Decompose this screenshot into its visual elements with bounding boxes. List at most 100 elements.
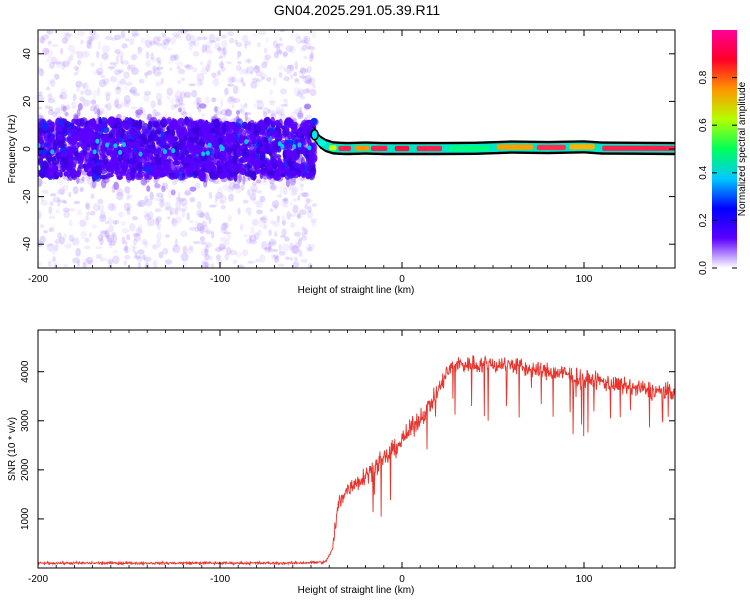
- noise-speckle: [292, 245, 300, 255]
- y-tick-label: 20: [22, 95, 33, 107]
- noise-speckle: [275, 43, 280, 49]
- noise-speckle: [212, 180, 221, 185]
- noise-band-blob: [105, 173, 114, 178]
- noise-speckle: [234, 251, 243, 258]
- snr-series: [38, 354, 675, 567]
- noise-speckle: [161, 182, 169, 191]
- noise-speckle: [269, 208, 274, 213]
- noise-speckle: [161, 32, 167, 38]
- noise-band-blob: [134, 121, 143, 129]
- noise-speckle: [42, 230, 49, 234]
- noise-speckle: [131, 32, 140, 37]
- noise-speckle: [144, 198, 153, 207]
- noise-speckle: [241, 81, 246, 87]
- y-tick-label: 40: [22, 48, 33, 60]
- noise-speckle: [216, 47, 225, 51]
- snr-line: [38, 354, 675, 567]
- noise-hotspot: [205, 150, 210, 156]
- noise-speckle: [268, 100, 276, 106]
- noise-speckle: [158, 251, 164, 259]
- noise-speckle: [38, 35, 45, 44]
- noise-speckle: [196, 201, 202, 210]
- noise-band-blob: [235, 118, 244, 129]
- noise-speckle: [72, 186, 79, 195]
- noise-speckle: [204, 44, 211, 54]
- noise-speckle: [40, 199, 48, 206]
- noise-speckle: [115, 86, 121, 95]
- noise-speckle: [123, 71, 130, 79]
- noise-speckle: [270, 254, 277, 260]
- noise-speckle: [102, 77, 110, 85]
- noise-speckle: [184, 189, 192, 196]
- noise-speckle: [176, 95, 183, 103]
- noise-speckle: [38, 261, 42, 267]
- noise-band-blob: [58, 119, 64, 127]
- snr-y-label: SNR (10 * v/v): [7, 417, 18, 481]
- noise-speckle: [201, 36, 208, 41]
- noise-band-blob: [40, 121, 49, 131]
- noise-speckle: [99, 210, 106, 220]
- noise-speckle: [186, 212, 190, 221]
- noise-speckle: [41, 34, 49, 40]
- noise-speckle: [54, 238, 61, 245]
- noise-band-blob: [169, 129, 176, 137]
- noise-speckle: [137, 224, 143, 234]
- noise-band-blob: [51, 155, 60, 166]
- noise-speckle: [279, 113, 286, 120]
- noise-speckle: [269, 89, 273, 96]
- signal-trace-segment: [449, 145, 490, 151]
- noise-speckle: [128, 64, 134, 70]
- noise-band-blob: [173, 124, 181, 130]
- noise-speckle: [151, 65, 160, 71]
- noise-speckle: [184, 30, 193, 33]
- noise-speckle: [220, 226, 227, 234]
- noise-band-blob: [299, 166, 306, 173]
- noise-band-blob: [73, 147, 79, 157]
- noise-band-blob: [130, 131, 139, 138]
- noise-speckle: [191, 89, 198, 98]
- noise-speckle: [251, 189, 257, 195]
- noise-speckle: [240, 184, 245, 191]
- noise-speckle: [304, 36, 308, 45]
- noise-band-blob: [306, 173, 314, 178]
- noise-speckle: [310, 218, 318, 223]
- noise-speckle: [47, 109, 55, 116]
- noise-speckle: [182, 261, 188, 268]
- x-tick-label: 0: [399, 574, 405, 585]
- noise-speckle: [245, 66, 249, 75]
- noise-speckle: [84, 245, 91, 250]
- noise-speckle: [208, 33, 216, 43]
- noise-speckle: [126, 190, 131, 198]
- noise-band-blob: [232, 154, 239, 165]
- spectrogram-image: [38, 30, 675, 268]
- noise-speckle: [155, 216, 163, 223]
- noise-band-blob: [132, 147, 138, 153]
- noise-band-blob: [84, 152, 92, 163]
- noise-band-blob: [160, 120, 166, 129]
- noise-speckle: [125, 38, 130, 42]
- noise-speckle: [129, 89, 136, 94]
- noise-speckle: [218, 61, 224, 69]
- noise-speckle: [75, 84, 80, 93]
- noise-band-blob: [143, 162, 150, 168]
- noise-speckle: [68, 208, 76, 212]
- noise-speckle: [192, 101, 201, 105]
- noise-speckle: [86, 40, 91, 49]
- noise-band-blob: [234, 132, 239, 141]
- noise-band-blob: [107, 132, 114, 139]
- colorbar-tick-label: 0.2: [698, 213, 709, 227]
- noise-band-blob: [241, 151, 250, 158]
- noise-band-blob: [271, 131, 276, 139]
- noise-speckle: [298, 177, 305, 181]
- signal-onset: [310, 128, 319, 141]
- noise-speckle: [160, 195, 164, 203]
- noise-speckle: [64, 243, 72, 249]
- noise-speckle: [183, 64, 191, 68]
- noise-band-blob: [259, 150, 266, 162]
- noise-speckle: [123, 246, 128, 252]
- noise-speckle: [38, 106, 43, 110]
- noise-band-blob: [249, 133, 259, 143]
- noise-speckle: [212, 114, 217, 119]
- noise-speckle: [181, 209, 186, 219]
- noise-speckle: [140, 37, 147, 44]
